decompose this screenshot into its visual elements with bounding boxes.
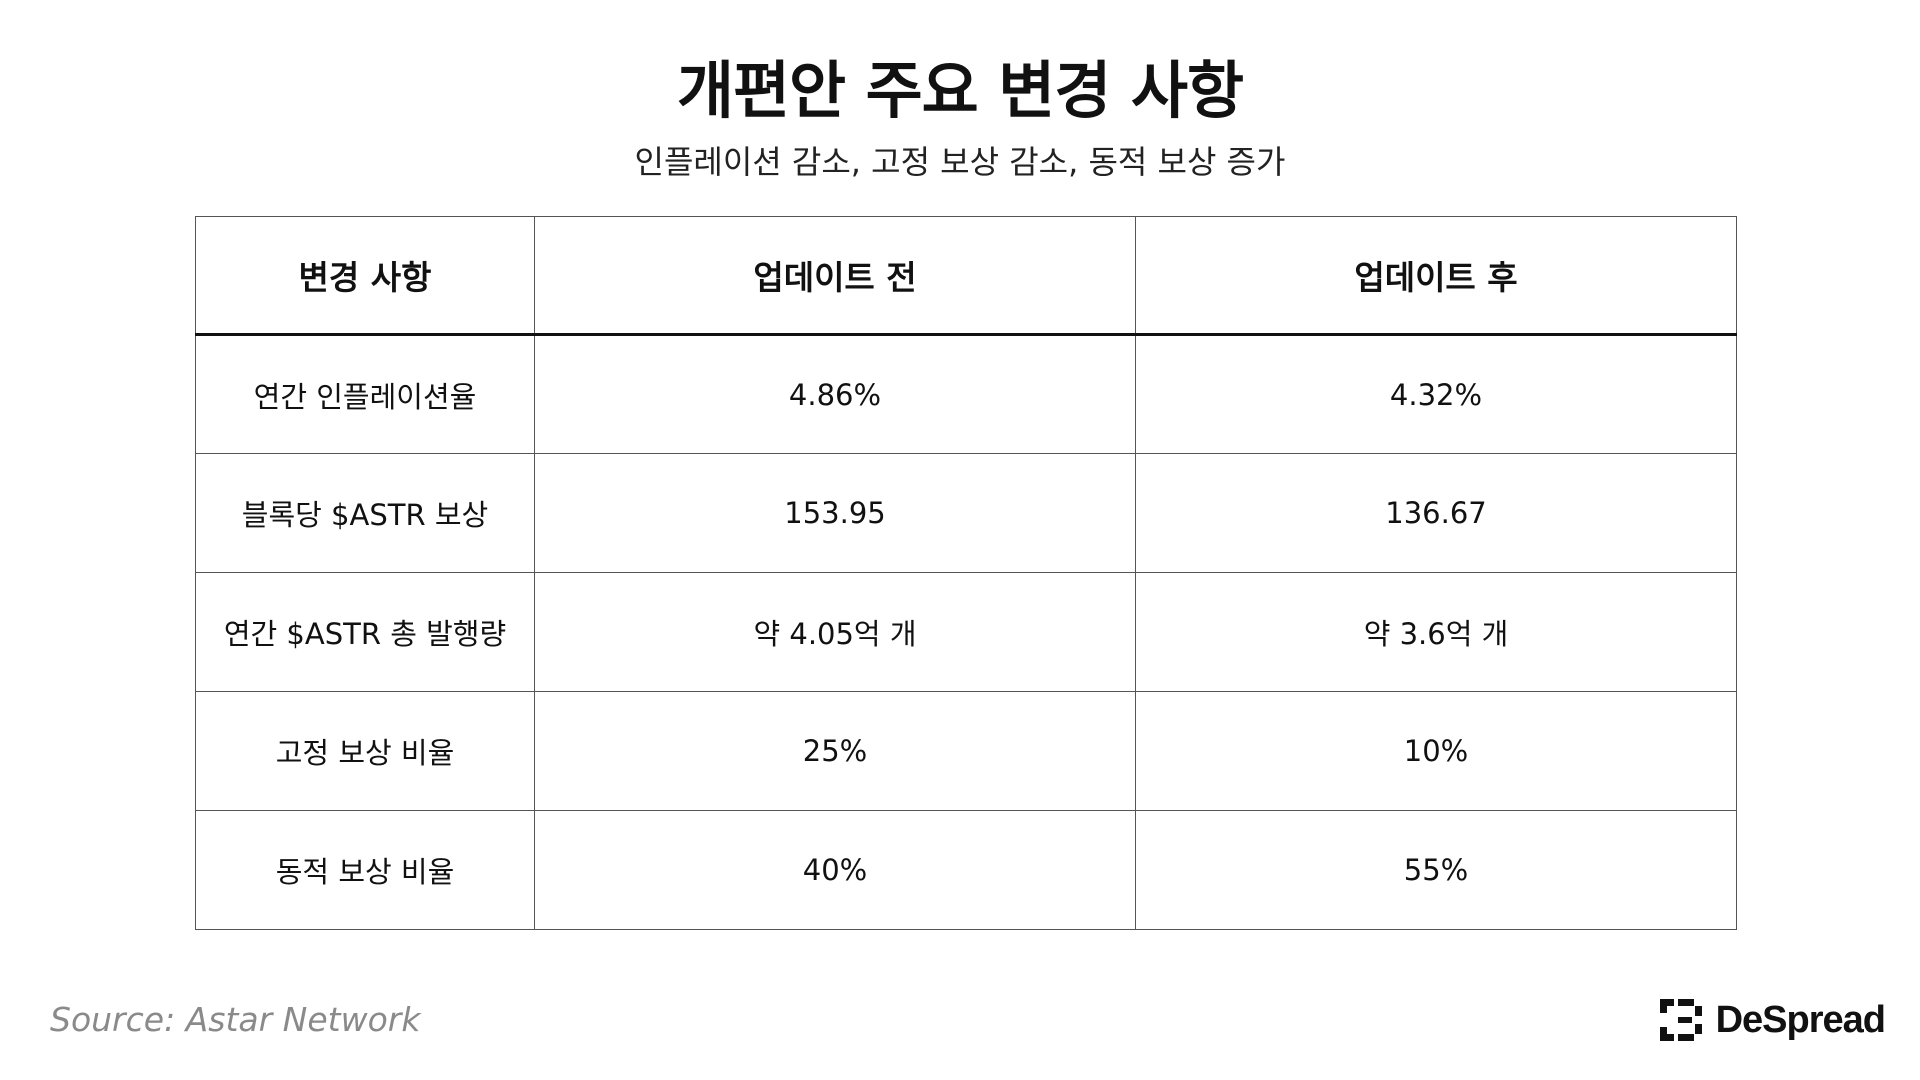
row-label: 고정 보상 비율 — [195, 691, 535, 811]
after-value: 4.32% — [1135, 334, 1737, 454]
comparison-table: 변경 사항 업데이트 전 업데이트 후 연간 인플레이션율 4.86% 4.32… — [195, 216, 1737, 930]
row-label: 연간 인플레이션율 — [195, 334, 535, 454]
brand-logo: DeSpread — [1658, 996, 1886, 1044]
header-change-item: 변경 사항 — [195, 216, 535, 336]
table-header: 변경 사항 업데이트 전 업데이트 후 — [195, 216, 1737, 336]
before-value: 4.86% — [534, 334, 1136, 454]
row-label: 동적 보상 비율 — [195, 810, 535, 930]
page-subtitle: 인플레이션 감소, 고정 보상 감소, 동적 보상 증가 — [634, 143, 1286, 181]
table-body: 연간 인플레이션율 4.86% 4.32% 블록당 $ASTR 보상 153.9… — [195, 334, 1737, 930]
brand-name: DeSpread — [1715, 998, 1886, 1041]
table-row: 연간 인플레이션율 4.86% 4.32% — [195, 334, 1737, 454]
despread-logo-icon — [1659, 999, 1702, 1041]
before-value: 40% — [534, 810, 1136, 930]
source-note: Source: Astar Network — [50, 1000, 421, 1039]
comparison-table-container: 변경 사항 업데이트 전 업데이트 후 연간 인플레이션율 4.86% 4.32… — [195, 216, 1737, 930]
page-title: 개편안 주요 변경 사항 — [676, 54, 1244, 127]
row-label: 블록당 $ASTR 보상 — [195, 453, 535, 573]
header-before-update: 업데이트 전 — [534, 216, 1136, 336]
table-row: 동적 보상 비율 40% 55% — [195, 810, 1737, 930]
row-label: 연간 $ASTR 총 발행량 — [195, 572, 535, 692]
table-row: 고정 보상 비율 25% 10% — [195, 691, 1737, 811]
before-value: 153.95 — [534, 453, 1136, 573]
after-value: 약 3.6억 개 — [1135, 572, 1737, 692]
header-after-update: 업데이트 후 — [1135, 216, 1737, 336]
table-row: 블록당 $ASTR 보상 153.95 136.67 — [195, 453, 1737, 573]
after-value: 55% — [1135, 810, 1737, 930]
after-value: 136.67 — [1135, 453, 1737, 573]
after-value: 10% — [1135, 691, 1737, 811]
before-value: 약 4.05억 개 — [534, 572, 1136, 692]
table-header-row: 변경 사항 업데이트 전 업데이트 후 — [195, 216, 1737, 336]
before-value: 25% — [534, 691, 1136, 811]
table-row: 연간 $ASTR 총 발행량 약 4.05억 개 약 3.6억 개 — [195, 572, 1737, 692]
